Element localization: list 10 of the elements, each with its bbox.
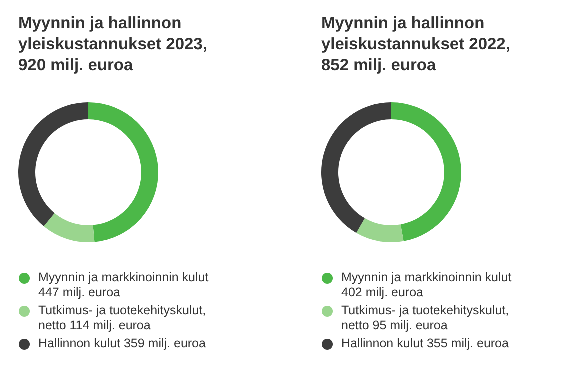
legend-label: Myynnin ja markkinoinnin kulut (342, 270, 512, 284)
legend-label: Myynnin ja markkinoinnin kulut (38, 270, 210, 284)
chart-title: Myynnin ja hallinnon yleiskustannukset 2022, 852 milj. euroa (322, 14, 510, 74)
data-label: 447 milj. euroa (38, 286, 121, 300)
legend-label: Tutkimus- ja tuotekehityskulut, netto 114 milj. euroa (38, 304, 206, 332)
legend-label: Tutkimus- ja tuotekehityskulut, netto 95 milj. euroa (342, 304, 510, 332)
chart-title: Myynnin ja hallinnon yleiskustannukset 2023, 920 milj. euroa (18, 14, 208, 74)
legend-label: Hallinnon kulut 359 milj. euroa (38, 336, 206, 350)
legend-label: Hallinnon kulut 355 milj. euroa (342, 336, 510, 350)
data-label: 402 milj. euroa (342, 286, 424, 300)
